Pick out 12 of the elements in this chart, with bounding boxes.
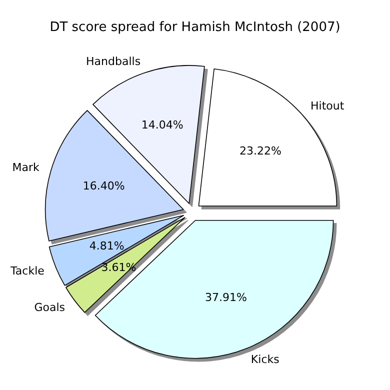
- slice-label: Kicks: [250, 353, 280, 366]
- slice-label: Handballs: [86, 55, 141, 68]
- data-label: 37.91%: [205, 290, 247, 304]
- data-label: 16.40%: [82, 180, 125, 193]
- data-label: 4.81%: [89, 240, 124, 253]
- data-label: 14.04%: [141, 118, 184, 132]
- slice-label: Tackle: [10, 264, 45, 278]
- slice-label: Goals: [34, 301, 66, 314]
- slice-label: Mark: [12, 160, 40, 174]
- data-label: 23.22%: [239, 144, 282, 158]
- chart-title: DT score spread for Hamish McIntosh (2007): [50, 20, 340, 35]
- slice-label: Hitout: [310, 100, 345, 113]
